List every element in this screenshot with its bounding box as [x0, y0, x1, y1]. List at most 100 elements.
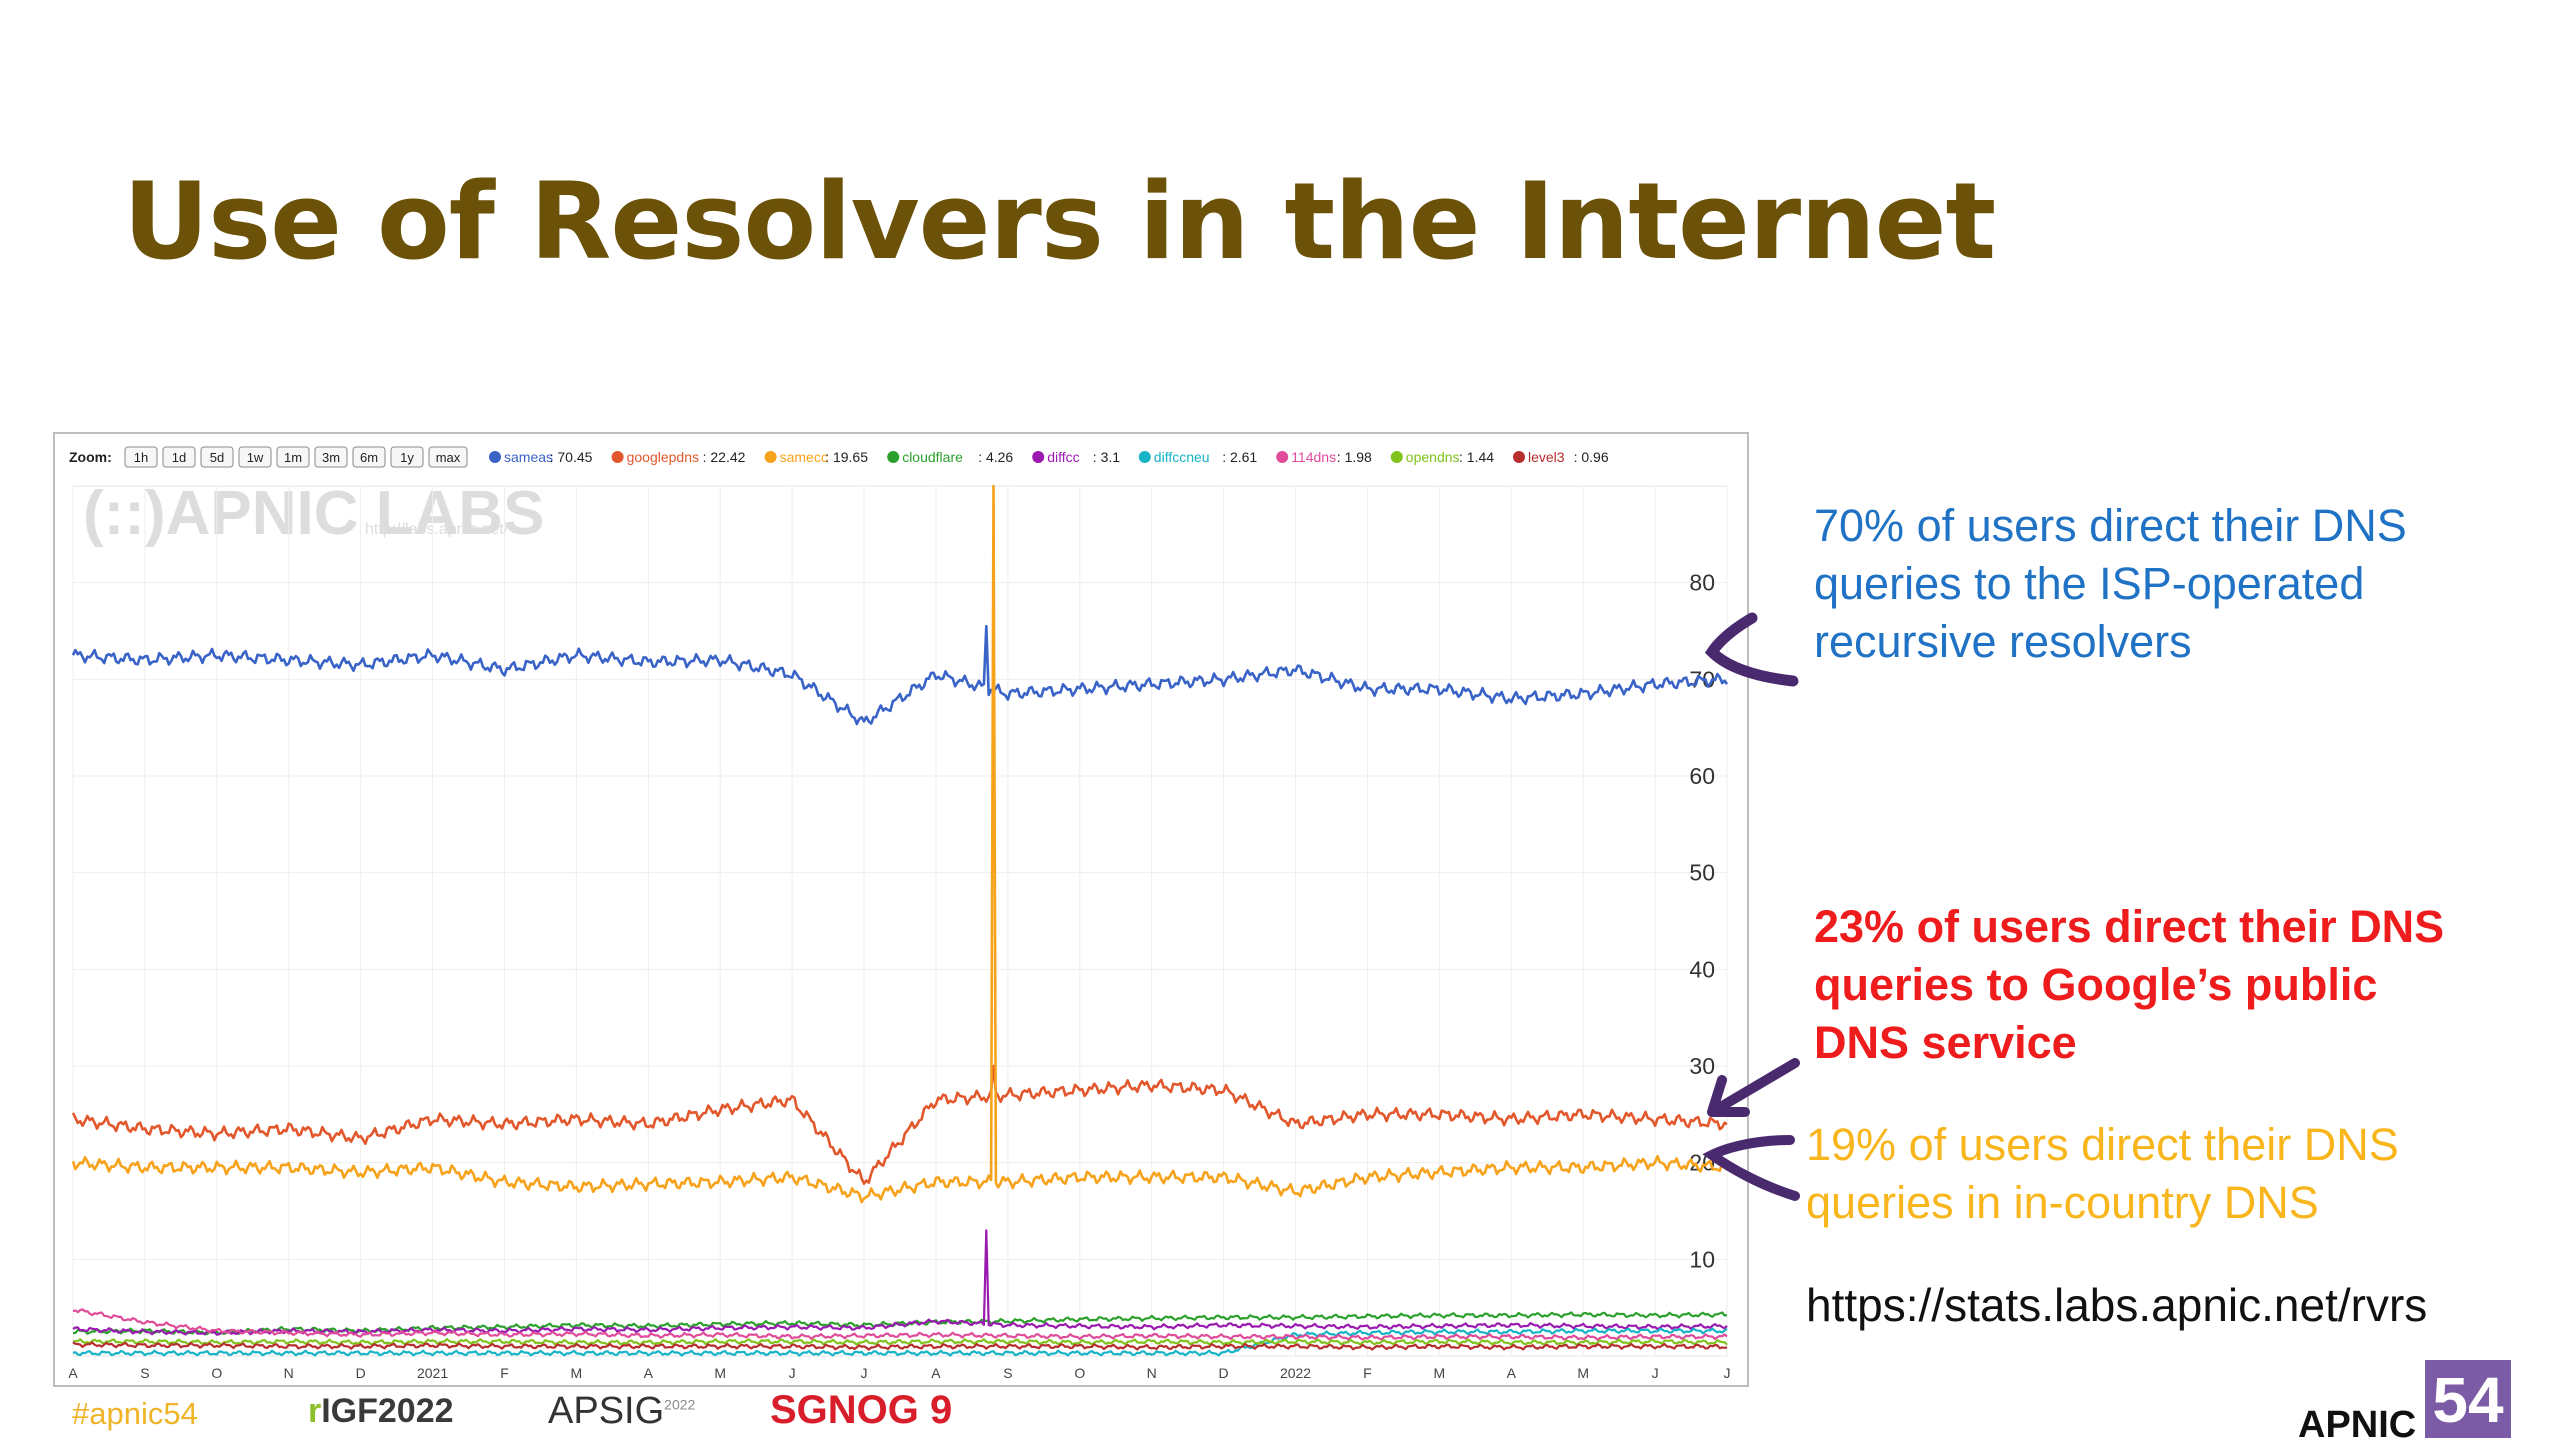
callout-line: 23% of users direct their DNS — [1814, 901, 2445, 952]
zoom-button — [276, 446, 310, 468]
series-line-level3 — [72, 1341, 1728, 1351]
apsig-logo-year: 2022 — [664, 1396, 696, 1413]
x-tick-label: D — [356, 1365, 366, 1381]
y-tick-label: 10 — [1689, 1246, 1715, 1272]
callout-line: 19% of users direct their DNS — [1806, 1119, 2399, 1170]
zoom-button — [314, 446, 348, 468]
zoom-button — [428, 446, 468, 468]
stats-url-link[interactable]: https://stats.labs.apnic.net/rvrs — [1806, 1279, 2428, 1331]
google-dns-callout: 23% of users direct their DNS queries to… — [1814, 898, 2444, 1072]
x-tick-label: J — [1724, 1365, 1731, 1381]
x-tick-label: O — [211, 1365, 222, 1381]
legend-marker — [1138, 451, 1151, 463]
zoom-button — [352, 446, 386, 468]
legend-value: : 1.44 — [1459, 449, 1494, 465]
watermark-url: http://labs.apnic.net/ — [365, 521, 509, 538]
x-tick-label: A — [68, 1365, 78, 1381]
y-tick-label: 30 — [1689, 1053, 1715, 1079]
apnic-logo-text: APNIC — [2298, 1404, 2417, 1446]
legend-marker — [1276, 451, 1289, 463]
apsig-logo: APSIG2022 — [548, 1390, 696, 1432]
legend-marker — [764, 451, 777, 463]
series-line-sameas — [71, 624, 1729, 726]
sgnog9-logo: SGNOG 9 — [770, 1388, 953, 1432]
slide-title: Use of Resolvers in the Internet — [123, 160, 1996, 283]
x-tick-label: O — [1074, 1365, 1085, 1381]
legend-value: : 70.45 — [550, 449, 593, 465]
x-tick-label: J — [789, 1365, 796, 1381]
legend-marker — [1032, 451, 1045, 463]
legend-name: opendns — [1406, 449, 1460, 465]
zoom-button-label: 1y — [400, 450, 414, 465]
x-tick-label: A — [644, 1365, 654, 1381]
x-tick-label: M — [714, 1365, 726, 1381]
apnic-logo-number: 54 — [2425, 1360, 2511, 1438]
x-tick-label: S — [140, 1365, 149, 1381]
zoom-button — [200, 446, 234, 468]
legend-value: : 0.96 — [1574, 449, 1609, 465]
legend-value: : 4.26 — [978, 449, 1013, 465]
legend-marker — [1390, 451, 1403, 463]
zoom-button-label: 1m — [284, 450, 302, 465]
x-tick-label: 2021 — [417, 1365, 448, 1381]
callout-line: recursive resolvers — [1814, 616, 2192, 667]
zoom-button-label: 5d — [210, 450, 224, 465]
zoom-button — [390, 446, 424, 468]
x-tick-label: N — [284, 1365, 294, 1381]
series-line-114dns — [72, 1308, 1728, 1341]
x-tick-label: D — [1219, 1365, 1229, 1381]
legend-marker — [489, 451, 501, 463]
legend-name: sameas — [504, 449, 553, 465]
zoom-label: Zoom: — [69, 449, 112, 465]
legend-name: samecc — [780, 449, 828, 465]
x-tick-label: A — [1507, 1365, 1517, 1381]
apnic54-hashtag: #apnic54 — [72, 1396, 198, 1431]
legend-value: : 2.61 — [1222, 449, 1257, 465]
series-line-diffccneu — [72, 1327, 1728, 1357]
watermark-logo: (::)APNIC LABS — [83, 479, 545, 548]
x-tick-label: N — [1147, 1365, 1157, 1381]
zoom-button-label: 1d — [172, 450, 186, 465]
callout-line: DNS service — [1814, 1017, 2077, 1068]
callout-line: queries to the ISP-operated — [1814, 558, 2365, 609]
apsig-logo-text: APSIG — [548, 1390, 665, 1432]
in-country-dns-callout: 19% of users direct their DNS queries in… — [1806, 1116, 2399, 1232]
chart-canvas: (::)APNIC LABShttp://labs.apnic.net/1020… — [68, 446, 1731, 1381]
callout-line: queries to Google’s public — [1814, 959, 2378, 1010]
series-line-googlepdns — [71, 1064, 1728, 1185]
y-tick-label: 50 — [1689, 860, 1715, 886]
legend-value: : 22.42 — [703, 449, 746, 465]
series-line-cloudflare — [73, 1311, 1728, 1336]
x-tick-label: F — [1363, 1365, 1372, 1381]
legend-name: diffcc — [1047, 449, 1079, 465]
x-tick-label: F — [500, 1365, 509, 1381]
rigf2022-logo: rIGF2022 — [308, 1392, 454, 1432]
x-tick-label: M — [1577, 1365, 1589, 1381]
y-tick-label: 80 — [1689, 570, 1715, 596]
legend-value: : 19.65 — [825, 449, 868, 465]
x-tick-label: M — [1434, 1365, 1446, 1381]
legend-name: diffccneu — [1154, 449, 1210, 465]
zoom-button-label: 1h — [134, 450, 148, 465]
x-tick-label: J — [861, 1365, 868, 1381]
legend-marker — [611, 451, 624, 463]
rigf-logo-prefix: r — [308, 1392, 322, 1430]
legend-name: googlepdns — [627, 449, 699, 465]
series-line-samecc — [71, 484, 1728, 1204]
legend-name: level3 — [1528, 449, 1565, 465]
y-tick-label: 40 — [1689, 956, 1715, 982]
legend-value: : 1.98 — [1337, 449, 1372, 465]
zoom-button — [238, 446, 272, 468]
series-line-opendns — [72, 1338, 1728, 1346]
plot-area — [72, 485, 1728, 1357]
zoom-button — [124, 446, 158, 468]
legend-value: : 3.1 — [1093, 449, 1120, 465]
legend-name: cloudflare — [902, 449, 963, 465]
callout-line: queries in in-country DNS — [1806, 1177, 2319, 1228]
rigf-logo-text: IGF2022 — [321, 1392, 454, 1430]
isp-resolver-callout: 70% of users direct their DNS queries to… — [1814, 497, 2407, 671]
legend-marker — [1513, 451, 1525, 463]
zoom-button — [162, 446, 196, 468]
x-tick-label: S — [1003, 1365, 1012, 1381]
